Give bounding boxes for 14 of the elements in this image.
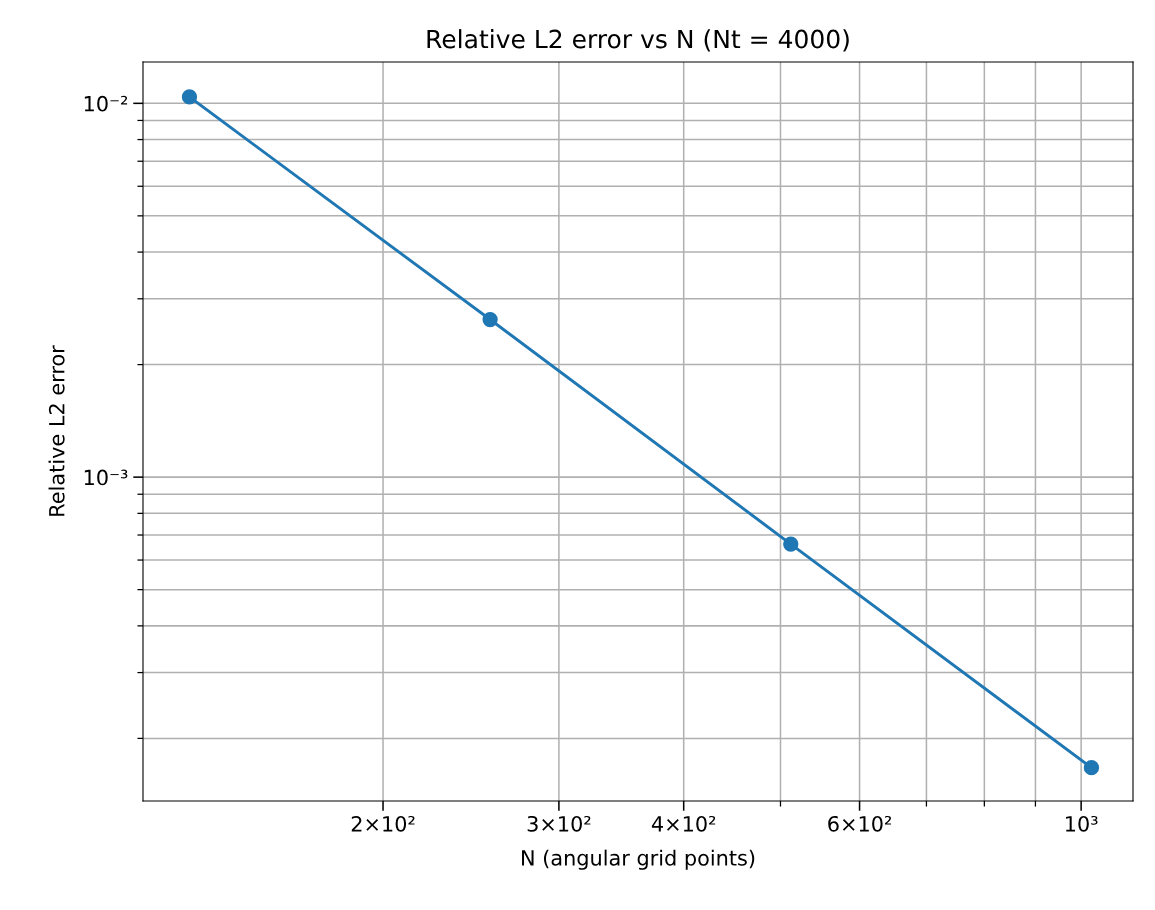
chart-title: Relative L2 error vs N (Nt = 4000) [427, 29, 849, 52]
x-tick-label: 2×10² [351, 815, 415, 832]
x-tick-label: 10³ [1066, 815, 1098, 832]
x-tick-label: 6×10² [828, 815, 892, 832]
x-tick-label: 3×10² [527, 815, 591, 832]
x-axis-title: N (angular grid points) [522, 849, 755, 870]
y-axis-title: Relative L2 error [48, 345, 65, 516]
x-tick-label: 4×10² [651, 815, 716, 832]
point [783, 536, 799, 552]
y-tick-label: 10⁻³ [84, 469, 128, 486]
point [1083, 760, 1100, 776]
point [482, 311, 498, 328]
point [181, 89, 198, 105]
y-tick-label: 10⁻² [84, 95, 128, 112]
